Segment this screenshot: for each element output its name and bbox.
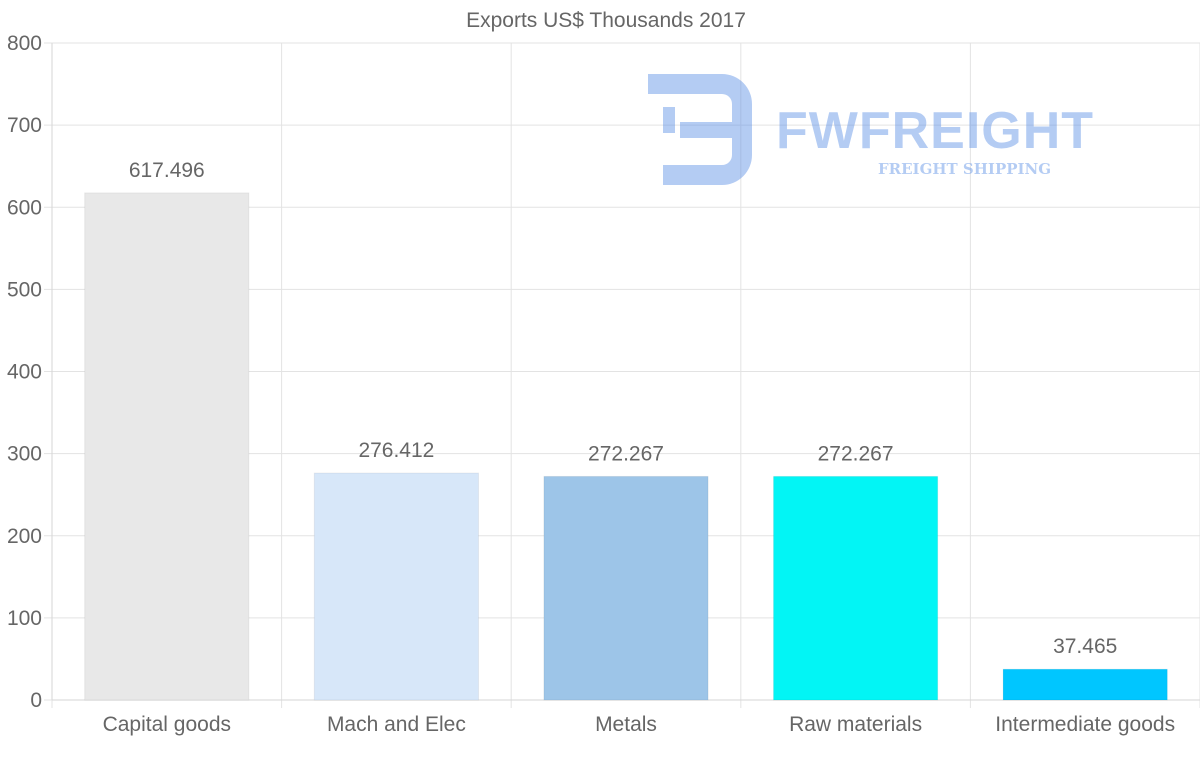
data-label: 617.496 [129, 159, 205, 182]
x-tick-label: Mach and Elec [327, 713, 466, 736]
watermark: FWFREIGHT FREIGHT SHIPPING [648, 74, 1094, 185]
fw-logo-icon [648, 74, 752, 185]
bar-raw-materials[interactable] [773, 475, 939, 701]
y-tick-label: 300 [7, 443, 42, 466]
x-tick-label: Capital goods [103, 713, 231, 736]
x-axis: Capital goods Mach and Elec Metals Raw mate… [103, 713, 1176, 736]
chart-title: Exports US$ Thousands 2017 [466, 9, 746, 32]
bar-series [84, 192, 1168, 701]
y-tick-label: 600 [7, 196, 42, 219]
x-tick-label: Metals [595, 713, 657, 736]
bar-intermediate-goods[interactable] [1002, 668, 1168, 701]
y-tick-label: 400 [7, 361, 42, 384]
x-tick-label: Intermediate goods [995, 713, 1175, 736]
bar-mach-and-elec[interactable] [313, 472, 479, 701]
y-tick-label: 0 [30, 689, 42, 712]
bar-capital-goods[interactable] [84, 192, 250, 701]
y-tick-label: 100 [7, 607, 42, 630]
y-axis: 0 100 200 300 400 500 600 700 800 [7, 32, 42, 712]
data-label: 37.465 [1053, 635, 1117, 658]
y-tick-label: 800 [7, 32, 42, 55]
data-label: 276.412 [358, 439, 434, 462]
watermark-brand: FWFREIGHT [776, 102, 1094, 160]
y-tick-label: 500 [7, 278, 42, 301]
data-label: 272.267 [818, 442, 894, 465]
x-tick-label: Raw materials [789, 713, 922, 736]
bar-metals[interactable] [543, 475, 709, 701]
data-labels: 617.496 276.412 272.267 272.267 37.465 [129, 159, 1117, 658]
watermark-tagline: FREIGHT SHIPPING [878, 160, 1051, 178]
y-tick-label: 200 [7, 525, 42, 548]
y-tick-label: 700 [7, 114, 42, 137]
data-label: 272.267 [588, 442, 664, 465]
